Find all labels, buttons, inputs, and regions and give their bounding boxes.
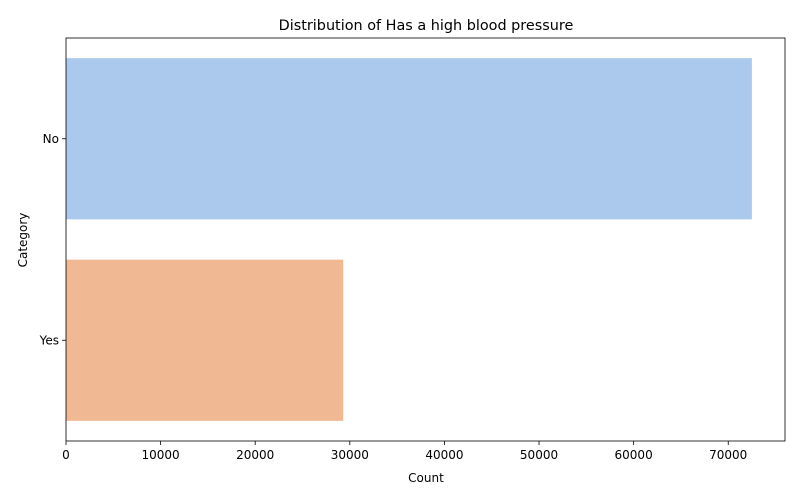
plot-frame: [65, 37, 786, 442]
y-tick-label: No: [43, 132, 59, 146]
chart-title: Distribution of Has a high blood pressur…: [279, 18, 574, 34]
x-axis-label: Count: [408, 471, 444, 485]
x-tick-label: 0: [62, 448, 70, 462]
x-tick-label: 50000: [520, 448, 558, 462]
x-tick-label: 60000: [615, 448, 653, 462]
x-tick-label: 20000: [236, 448, 274, 462]
y-tick-label: Yes: [39, 333, 59, 347]
bar-no: [66, 58, 752, 220]
y-axis-ticks: No Yes: [39, 132, 66, 347]
x-axis-ticks: 0 10000 20000 30000 40000 50000 60000 70000: [62, 441, 747, 462]
axes-layer: [65, 37, 786, 442]
y-axis-label: Category: [16, 213, 30, 268]
x-tick-label: 10000: [142, 448, 180, 462]
bars-layer: [66, 58, 752, 421]
bar-yes: [66, 259, 344, 421]
x-tick-label: 40000: [425, 448, 463, 462]
x-tick-label: 70000: [709, 448, 747, 462]
x-tick-label: 30000: [331, 448, 369, 462]
